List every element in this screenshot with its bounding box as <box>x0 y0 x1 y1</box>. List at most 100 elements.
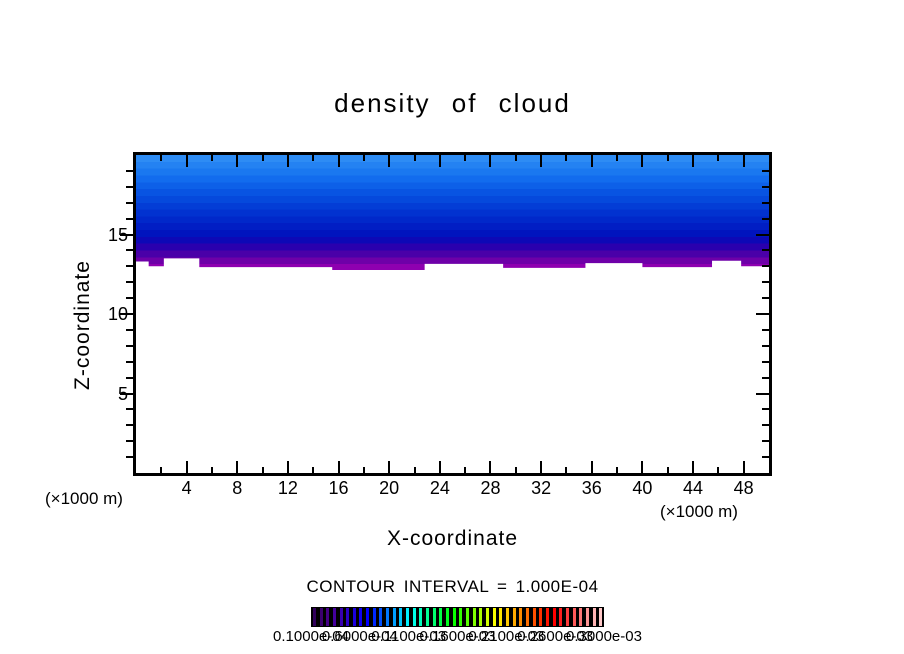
colorbar-stripe <box>525 608 529 626</box>
y-tick-left <box>126 218 133 220</box>
x-tick-top <box>743 155 745 167</box>
x-tick-top <box>388 155 390 167</box>
colorbar-stripe <box>379 608 383 626</box>
y-tick-left <box>126 361 133 363</box>
x-tick-top <box>692 155 694 167</box>
y-tick-right <box>762 281 769 283</box>
colorbar-stripe <box>499 608 503 626</box>
x-tick-label: 36 <box>581 478 602 498</box>
colorbar <box>311 607 604 627</box>
y-tick-left <box>126 202 133 204</box>
x-tick-top <box>363 155 365 161</box>
colorbar-stripe <box>332 608 336 626</box>
x-tick-top <box>641 155 643 167</box>
y-tick-right <box>762 186 769 188</box>
y-tick-right <box>756 234 769 236</box>
y-tick-right <box>762 297 769 299</box>
x-tick-bottom <box>363 467 365 473</box>
x-tick-bottom <box>591 461 593 473</box>
colorbar-stripe <box>392 608 396 626</box>
x-tick-top <box>338 155 340 167</box>
x-tick-top <box>464 155 466 161</box>
x-tick-label: 20 <box>379 478 400 498</box>
x-tick-bottom <box>641 461 643 473</box>
colorbar-stripe <box>359 608 363 626</box>
x-tick-bottom <box>540 461 542 473</box>
x-tick-label: 4 <box>181 478 192 498</box>
y-tick-right <box>762 170 769 172</box>
y-tick-right <box>762 361 769 363</box>
colorbar-stripe <box>545 608 549 626</box>
colorbar-stripe <box>559 608 563 626</box>
y-axis-label: Z-coordinate <box>71 260 94 390</box>
x-tick-bottom <box>464 467 466 473</box>
colorbar-stripe <box>459 608 463 626</box>
x-axis-unit-label: (×1000 m) <box>660 502 738 521</box>
colorbar-stripe <box>419 608 423 626</box>
colorbar-stripe <box>352 608 356 626</box>
y-tick-left <box>126 440 133 442</box>
x-tick-bottom <box>312 467 314 473</box>
contour-interval-note: CONTOUR INTERVAL = 1.000E-04 <box>306 577 599 596</box>
y-tick-right <box>762 249 769 251</box>
y-tick-right <box>762 456 769 458</box>
colorbar-tick-label: 0.3000e-03 <box>566 628 642 645</box>
colorbar-stripe <box>572 608 576 626</box>
x-tick-top <box>186 155 188 167</box>
colorbar-stripe <box>406 608 410 626</box>
x-tick-bottom <box>565 467 567 473</box>
y-tick-left <box>126 377 133 379</box>
y-tick-left <box>126 408 133 410</box>
x-tick-top <box>262 155 264 161</box>
colorbar-stripe <box>432 608 436 626</box>
colorbar-stripe <box>585 608 589 626</box>
x-tick-label: 40 <box>632 478 653 498</box>
x-tick-bottom <box>338 461 340 473</box>
x-tick-top <box>489 155 491 167</box>
x-tick-label: 8 <box>232 478 243 498</box>
x-tick-top <box>565 155 567 161</box>
x-tick-bottom <box>692 461 694 473</box>
colorbar-stripe <box>399 608 403 626</box>
y-tick-label: 5 <box>117 383 128 404</box>
colorbar-stripe <box>466 608 469 626</box>
colorbar-stripe <box>439 608 443 626</box>
x-tick-bottom <box>743 461 745 473</box>
cloud-contour-fill <box>136 155 769 270</box>
colorbar-stripe <box>346 608 350 626</box>
y-tick-left <box>126 249 133 251</box>
colorbar-stripe <box>565 608 569 626</box>
y-tick-left <box>126 424 133 426</box>
y-tick-left <box>120 393 133 395</box>
x-tick-top <box>211 155 213 161</box>
colorbar-stripe <box>312 608 316 626</box>
y-tick-left <box>126 345 133 347</box>
y-tick-right <box>762 424 769 426</box>
colorbar-stripe <box>505 608 509 626</box>
x-tick-bottom <box>186 461 188 473</box>
x-tick-top <box>414 155 416 161</box>
colorbar-tick-label: 0.1600e-03 <box>419 628 496 645</box>
x-tick-bottom <box>388 461 390 473</box>
x-tick-label: 32 <box>531 478 552 498</box>
x-tick-bottom <box>160 467 162 473</box>
x-tick-label: 16 <box>328 478 349 498</box>
y-tick-left <box>120 313 133 315</box>
colorbar-tick-label: 0.1100e-03 <box>371 628 447 645</box>
y-tick-left <box>126 281 133 283</box>
x-tick-label: 44 <box>683 478 704 498</box>
colorbar-stripe <box>512 608 516 626</box>
colorbar-stripe <box>472 608 476 626</box>
colorbar-stripe <box>552 608 556 626</box>
y-tick-right <box>756 393 769 395</box>
colorbar-stripe <box>386 608 390 626</box>
colorbar-tick-label: 0.2100e-03 <box>468 628 545 645</box>
x-tick-top <box>236 155 238 167</box>
y-tick-right <box>762 218 769 220</box>
colorbar-tick-label: 0.1000e-04 <box>273 628 349 645</box>
x-tick-label: 48 <box>733 478 754 498</box>
y-tick-left <box>126 265 133 267</box>
x-tick-top <box>515 155 517 161</box>
x-tick-bottom <box>717 467 719 473</box>
